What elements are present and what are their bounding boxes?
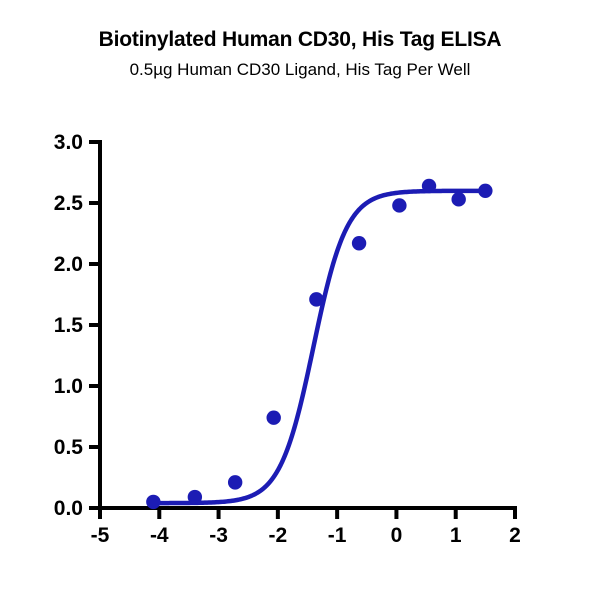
chart-subtitle: 0.5µg Human CD30 Ligand, His Tag Per Wel… [129,60,471,79]
sigmoid-fit-curve [151,188,488,506]
data-point [392,198,407,213]
x-tick-label-4: -1 [328,524,347,547]
y-tick-label-4: 2.0 [54,253,83,276]
data-point [351,236,367,251]
y-tick-label-0: 0.0 [54,497,83,520]
x-axis-ticks [98,508,517,519]
x-tick-label-1: -4 [150,524,169,547]
y-tick-label-3: 1.5 [54,314,84,337]
data-point [146,494,161,510]
x-tick-label-5: 0 [391,524,403,547]
x-tick-label-6: 1 [450,524,462,547]
data-point [187,489,203,505]
y-axis-tick-labels: 0.0 0.5 1.0 1.5 2.0 2.5 3.0 [54,131,84,520]
x-tick-label-2: -3 [209,524,228,547]
x-axis-tick-labels: -5 -4 -3 -2 -1 0 1 2 [91,524,521,547]
y-tick-label-2: 1.0 [54,375,83,398]
data-point [309,292,324,307]
x-tick-label-0: -5 [91,524,110,547]
data-point [227,475,243,490]
data-point [478,183,493,198]
x-tick-label-7: 2 [509,524,521,547]
data-point [421,178,437,194]
data-point-series [146,178,493,510]
data-point [266,410,281,425]
x-tick-label-3: -2 [269,524,288,547]
y-tick-label-1: 0.5 [54,436,84,459]
chart-title: Biotinylated Human CD30, His Tag ELISA [98,28,502,51]
data-point [451,192,466,207]
y-tick-label-6: 3.0 [54,131,83,154]
y-tick-label-5: 2.5 [54,192,84,215]
